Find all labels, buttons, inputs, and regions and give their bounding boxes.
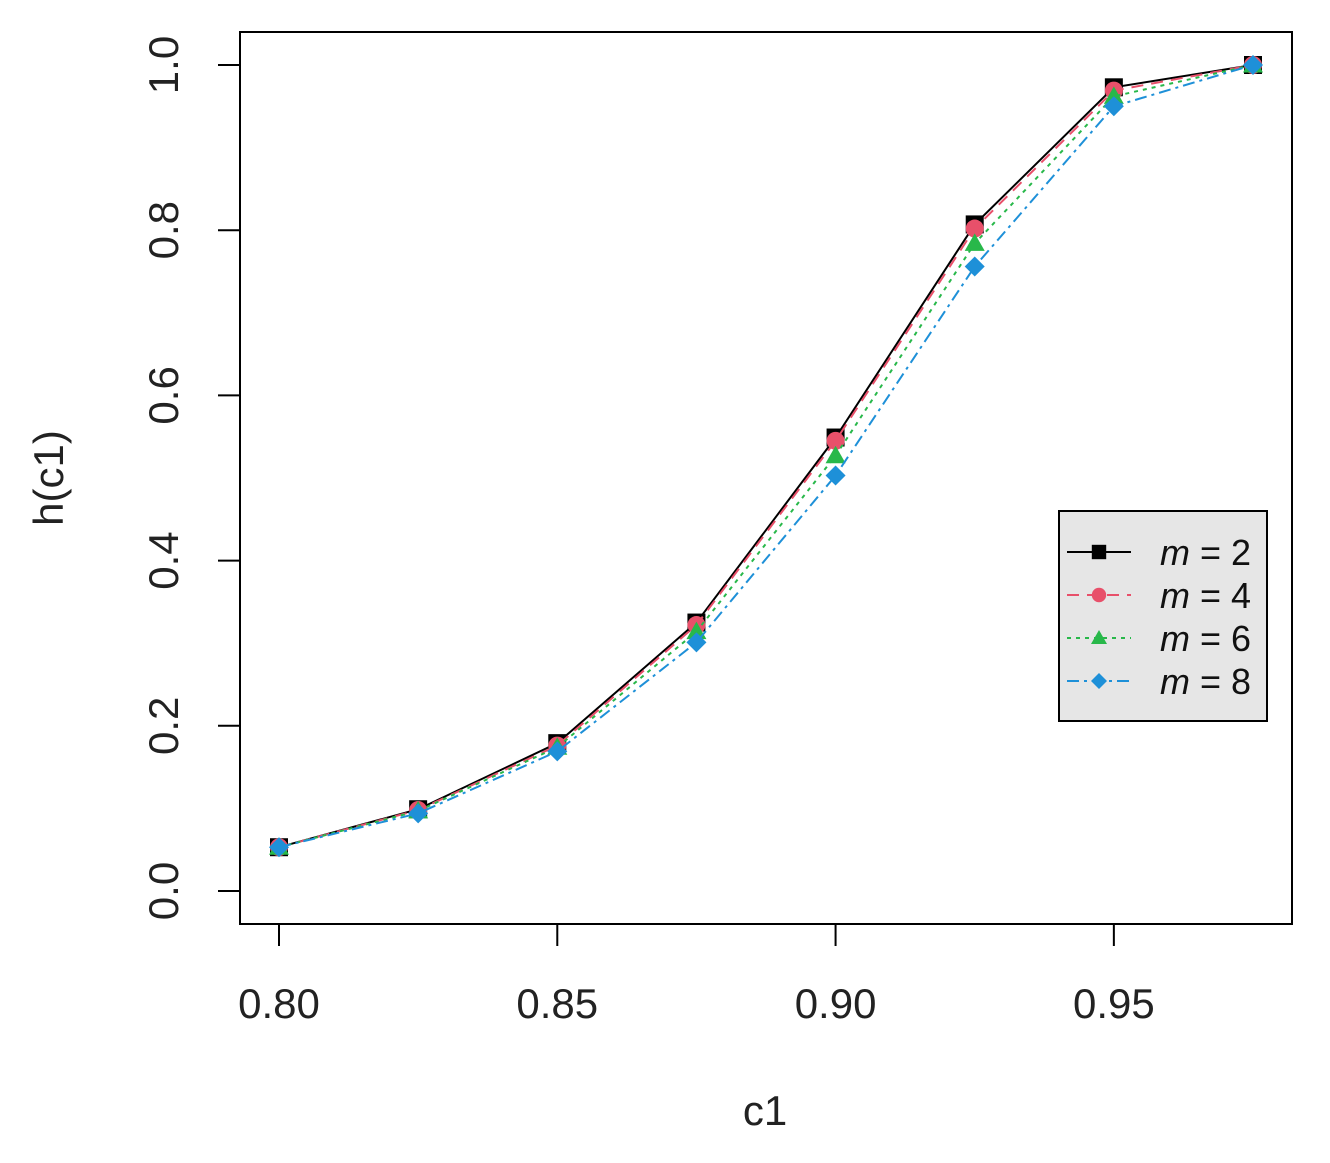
x-tick-label: 0.80 [238,980,320,1027]
data-point [686,632,707,653]
legend-label: m = 2 [1160,532,1251,573]
data-point [1103,86,1124,104]
series-2 [270,56,1262,857]
y-tick-label: 0.6 [140,366,187,424]
legend: m = 2m = 4m = 6m = 8 [1058,510,1268,722]
legend-marker [1091,673,1107,689]
data-point [1243,55,1263,75]
plot-frame [239,31,1293,925]
series-line [278,64,1254,849]
x-tick-label: 0.85 [516,980,598,1027]
legend-marker [1091,587,1107,603]
data-point [964,233,985,251]
data-point [686,621,707,640]
data-point [825,445,846,464]
x-tick-label: 0.90 [795,980,877,1027]
series-line [278,64,1254,849]
legend-label: m = 8 [1160,661,1251,702]
y-axis: 0.0 0.2 0.4 0.6 0.8 1.0 [140,36,241,920]
y-tick-label: 0.8 [140,201,187,259]
series-3 [269,55,1263,855]
data-point [269,837,289,858]
y-tick-label: 0.4 [140,531,187,589]
series-line [278,64,1254,849]
series-line [278,64,1254,849]
y-tick-label: 0.0 [140,862,187,920]
data-point [547,741,568,762]
legend-marker [1091,630,1107,644]
y-tick-label: 0.2 [140,697,187,755]
data-point [964,256,985,277]
data-point [1103,96,1124,117]
series-layer [269,55,1263,858]
data-point [965,219,984,238]
series-1 [270,56,1262,857]
y-tick-label: 1.0 [140,36,187,94]
y-axis-title: h(c1) [25,430,72,526]
series-4 [269,55,1263,858]
data-point [408,803,429,824]
legend-label: m = 4 [1160,575,1251,616]
x-axis-title: c1 [743,1087,787,1134]
x-tick-label: 0.95 [1073,980,1155,1027]
data-point [825,465,846,486]
x-axis: 0.80 0.85 0.90 0.95 [238,923,1155,1027]
legend-marker [1091,544,1107,560]
data-point [826,431,845,450]
legend-label: m = 6 [1160,618,1251,659]
